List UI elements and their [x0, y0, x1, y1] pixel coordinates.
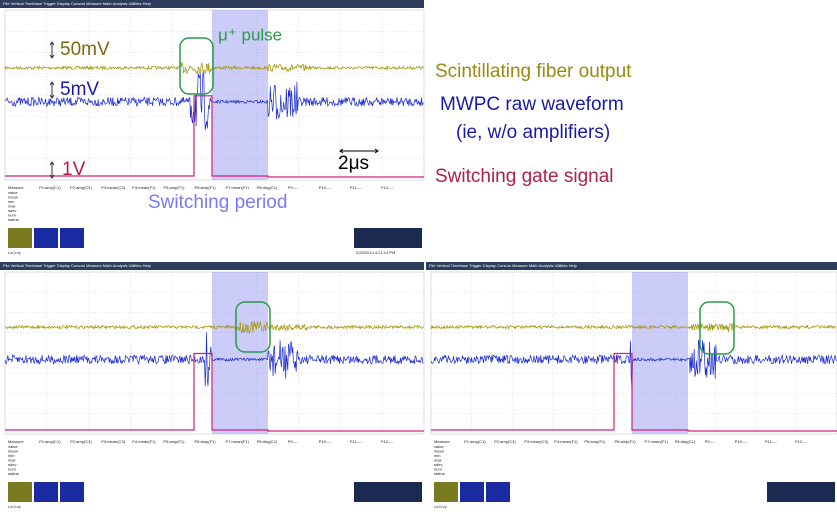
measure-header: P8:dtrg(C1): [257, 185, 278, 190]
measure-header: P12:---: [381, 185, 394, 190]
measure-header: P8:dtrg(C1): [675, 439, 696, 444]
measure-header: P2:amp(C3): [70, 439, 92, 444]
measure-header: P4:mean(F1): [132, 439, 156, 444]
measure-row: status: [434, 471, 445, 476]
channel-box: [34, 228, 58, 248]
annotation: 50mV: [60, 39, 110, 60]
gate-label: Switching gate signal: [435, 166, 614, 187]
mwpc-label: MWPC raw waveform: [440, 94, 624, 115]
timebase-box: [354, 228, 422, 248]
mwpc-note: (ie, w/o amplifiers): [456, 122, 610, 143]
measure-header: P7:mean(F1): [645, 439, 669, 444]
timebase-box: [767, 482, 835, 502]
annotation: 2μs: [338, 153, 369, 174]
channel-box: [8, 228, 32, 248]
measure-header: P10:---: [735, 439, 748, 444]
switching-shade: [632, 272, 688, 434]
measure-header: P1:amp(C1): [464, 439, 486, 444]
timestamp: 2/23/2014 4:21:14 PM: [356, 250, 395, 255]
measure-header: P5:amp(F1): [163, 185, 185, 190]
measure-header: P3:mean(C3): [101, 185, 125, 190]
channel-box: [60, 482, 84, 502]
measure-header: P6:amp(F1): [194, 439, 216, 444]
measure-header: P4:mean(F1): [554, 439, 578, 444]
measure-header: P7:mean(F1): [226, 185, 250, 190]
annotation: μ⁺ pulse: [218, 25, 282, 44]
measure-header: P12:---: [795, 439, 808, 444]
annotation: 5mV: [60, 79, 99, 100]
measure-header: P10:---: [319, 185, 332, 190]
channel-box: [60, 228, 84, 248]
measure-header: P11:---: [350, 185, 363, 190]
channel-box: [460, 482, 484, 502]
measure-header: P5:amp(F1): [163, 439, 185, 444]
channel-box: [486, 482, 510, 502]
scint-label: Scintillating fiber output: [435, 61, 632, 82]
measure-header: P8:dtrg(C1): [257, 439, 278, 444]
measure-header: P5:amp(F1): [584, 439, 606, 444]
measure-header: P2:amp(C3): [70, 185, 92, 190]
timebase-box: [354, 482, 422, 502]
channel-box: [434, 482, 458, 502]
measure-header: P10:---: [319, 439, 332, 444]
annotation: 1V: [62, 159, 86, 180]
measure-header: P12:---: [381, 439, 394, 444]
slide: File Vertical Timebase Trigger Display C…: [0, 0, 837, 511]
menu: File Vertical Timebase Trigger Display C…: [3, 1, 152, 6]
channel-box: [34, 482, 58, 502]
menu: File Vertical Timebase Trigger Display C…: [3, 263, 152, 268]
screens: File Vertical Timebase Trigger Display C…: [0, 0, 837, 509]
measure-header: P7:mean(F1): [226, 439, 250, 444]
brand: LeCroy: [8, 250, 21, 255]
measure-header: P1:amp(C1): [39, 185, 61, 190]
measure-header: P9:---: [705, 439, 716, 444]
measure-row: status: [8, 217, 19, 222]
measure-header: P11:---: [765, 439, 778, 444]
measure-row: status: [8, 471, 19, 476]
measure-header: P9:---: [288, 185, 299, 190]
measure-header: P6:amp(F1): [194, 185, 216, 190]
measure-header: P2:amp(C3): [494, 439, 516, 444]
measure-header: P6:amp(F1): [614, 439, 636, 444]
brand: LeCroy: [8, 504, 21, 509]
measure-header: P3:mean(C3): [101, 439, 125, 444]
measure-header: P3:mean(C3): [524, 439, 548, 444]
menu: File Vertical Timebase Trigger Display C…: [429, 263, 578, 268]
measure-header: P9:---: [288, 439, 299, 444]
measure-header: P1:amp(C1): [39, 439, 61, 444]
measure-header: P4:mean(F1): [132, 185, 156, 190]
annotation: Switching period: [148, 192, 287, 213]
switching-shade: [212, 272, 268, 434]
channel-box: [8, 482, 32, 502]
brand: LeCroy: [434, 504, 447, 509]
measure-header: P11:---: [350, 439, 363, 444]
